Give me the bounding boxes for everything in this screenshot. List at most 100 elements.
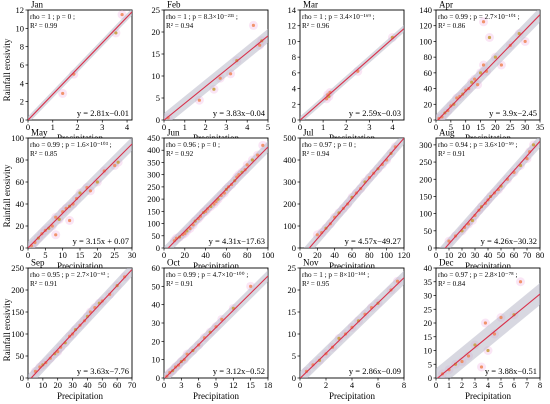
x-tick-label: 25: [506, 122, 515, 132]
data-point: [214, 325, 218, 329]
data-point: [499, 315, 503, 320]
y-tick-label: 6: [292, 68, 296, 78]
x-tick-label: 40: [201, 250, 210, 260]
x-tick-label: 60: [113, 380, 122, 390]
data-point: [258, 43, 262, 47]
y-tick-label: 20: [424, 99, 433, 109]
confidence-band: [28, 268, 132, 378]
y-tick-label: 0: [428, 243, 432, 253]
y-tick-label: 5: [156, 93, 160, 103]
x-tick-label: 6: [197, 380, 201, 390]
y-tick-label: 20: [152, 336, 161, 346]
data-point: [54, 215, 58, 219]
y-tick-label: 0: [20, 243, 24, 253]
data-point: [197, 98, 201, 102]
stat-r-squared: R² = 0.92: [166, 150, 194, 158]
y-tick-label: 200: [147, 194, 160, 204]
x-tick-label: 2: [460, 380, 464, 390]
x-tick-label: 6: [376, 380, 380, 390]
x-tick-label: 2: [203, 122, 207, 132]
y-tick-label: 150: [419, 191, 432, 201]
y-tick-label: 40: [16, 199, 25, 209]
x-tick-label: 60: [222, 250, 231, 260]
y-tick-label: 10: [152, 355, 161, 365]
y-tick-label: 60: [152, 263, 161, 273]
x-tick-label: 20: [181, 250, 190, 260]
x-tick-label: 40: [83, 380, 92, 390]
data-point: [68, 218, 72, 223]
y-tick-label: 0: [292, 243, 296, 253]
y-tick-label: 150: [147, 206, 160, 216]
x-tick-label: 15: [476, 122, 485, 132]
confidence-band: [303, 138, 404, 248]
x-tick-label: 60: [348, 250, 357, 260]
data-point: [78, 191, 82, 195]
data-point: [220, 317, 224, 321]
x-tick-label: 2: [344, 122, 348, 132]
data-point: [228, 72, 233, 76]
stat-rho-p: rho = 1 ; p = 3.4×10⁻¹⁶⁹ ;: [302, 13, 375, 21]
data-point: [57, 217, 61, 221]
x-tick-label: 0: [26, 122, 30, 132]
stat-r-squared: R² = 0.91: [438, 150, 466, 158]
x-tick-label: 20: [93, 250, 102, 260]
y-tick-label: 80: [16, 155, 25, 165]
y-tick-label: 400: [147, 145, 160, 155]
x-tick-label: 10: [39, 380, 48, 390]
x-tick-label: 10: [461, 122, 470, 132]
y-tick-label: 200: [11, 285, 24, 295]
x-axis-label: Precipitation: [57, 391, 103, 401]
panel-plot-area-jul: [303, 138, 404, 248]
y-tick-label: 5: [292, 351, 296, 361]
x-tick-label: 3: [224, 122, 228, 132]
month-label: Jun: [167, 128, 180, 138]
x-axis-label: Precipitation: [465, 261, 511, 271]
x-tick-label: 12: [229, 380, 238, 390]
regression-line: [164, 275, 268, 378]
data-point: [470, 80, 474, 84]
y-tick-label: 200: [283, 199, 296, 209]
stat-r-squared: R² = 0.99: [30, 22, 58, 30]
y-tick-label: 120: [419, 21, 432, 31]
x-tick-label: 0: [162, 122, 166, 132]
y-tick-label: 0: [156, 243, 160, 253]
panel-plot-area-jan: [28, 10, 132, 120]
x-tick-label: 1: [51, 122, 55, 132]
regression-line: [300, 28, 404, 120]
confidence-band: [436, 283, 540, 378]
x-tick-label: 15: [76, 250, 85, 260]
y-tick-label: 2: [292, 99, 296, 109]
x-tick-label: 3: [179, 380, 183, 390]
confidence-band: [164, 270, 268, 378]
data-point: [120, 12, 124, 17]
x-tick-label: 120: [398, 250, 411, 260]
x-tick-label: 80: [536, 250, 545, 260]
panel-plot-area-jun: [164, 140, 268, 248]
y-tick-label: 100: [419, 209, 432, 219]
stat-rho-p: rho = 1 ; p = 0 ;: [30, 13, 75, 21]
x-tick-label: 70: [523, 250, 532, 260]
confidence-band: [436, 10, 540, 120]
data-point: [188, 226, 192, 231]
x-tick-label: 7: [525, 380, 529, 390]
panel-jun: 0 20 40 60 80 100050100150200250300350400450J…: [147, 128, 274, 272]
data-point: [455, 96, 459, 100]
data-point: [483, 321, 487, 325]
regression-line: [300, 277, 404, 378]
x-tick-label: 4: [350, 380, 355, 390]
month-label: Mar: [303, 0, 318, 10]
y-tick-label: 100: [11, 329, 24, 339]
y-tick-label: 60: [16, 177, 25, 187]
x-tick-label: 15: [246, 380, 255, 390]
y-tick-label: 500: [283, 133, 296, 143]
panel-feb: 0 1 2 3 4 5 0 5 10 15 20 25 Feb rho = 1 ; p = 8.3×10⁻…: [152, 0, 271, 143]
x-tick-label: 35: [536, 122, 545, 132]
y-tick-label: 8: [20, 42, 24, 52]
x-tick-label: 60: [510, 250, 519, 260]
x-axis-label: Precipitation: [465, 391, 511, 401]
x-tick-label: 2: [324, 380, 328, 390]
y-tick-label: 50: [16, 351, 25, 361]
x-tick-label: 100: [380, 250, 393, 260]
x-tick-label: 3: [367, 122, 371, 132]
panel-plot-area-apr: [436, 10, 540, 120]
